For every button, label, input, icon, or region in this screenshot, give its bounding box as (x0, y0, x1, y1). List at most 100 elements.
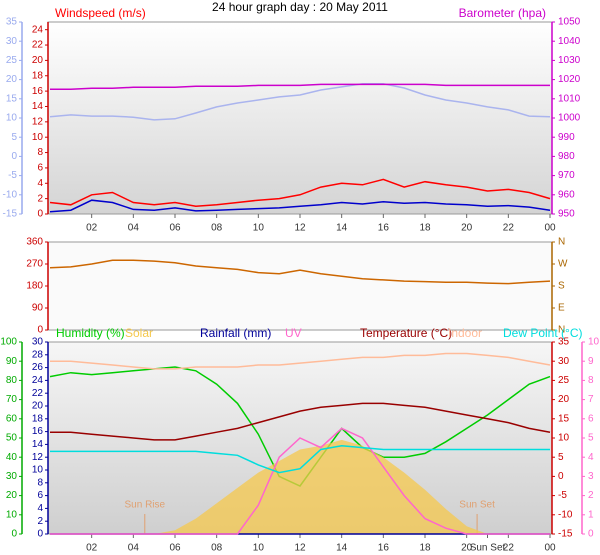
x-tick-label: 00 (544, 543, 556, 554)
plot-area (47, 241, 553, 331)
y-tick-label: 26 (32, 362, 44, 373)
y-tick-label: 24 (32, 24, 44, 35)
chart-title: 24 hour graph day : 20 May 2011 (212, 0, 388, 14)
area (50, 439, 550, 534)
y-tick-label: 14 (32, 439, 44, 450)
y-tick-label: 360 (26, 237, 43, 248)
x-tick-label: 06 (169, 543, 181, 554)
x-tick-label: 20 (461, 223, 473, 234)
y-tick-label: 22 (32, 40, 44, 51)
y-tick-label: 30 (32, 337, 44, 348)
y-tick-label: 0 (37, 209, 43, 220)
y-tick-label: 25 (558, 375, 570, 386)
y-tick-label: 2 (37, 193, 43, 204)
y-tick-label: 15 (558, 413, 570, 424)
y-tick-label: 12 (32, 116, 44, 127)
x-tick-label: 10 (253, 543, 265, 554)
y-tick-label: 0 (558, 471, 564, 482)
y-tick-label: 80 (6, 375, 18, 386)
y-tick-label: 40 (6, 452, 18, 463)
y-tick-label: 0 (11, 529, 17, 540)
y-tick-label: 0 (588, 529, 594, 540)
y-tick-label: 5 (588, 433, 594, 444)
x-tick-label: 08 (211, 223, 223, 234)
y-tick-label: N (558, 237, 565, 248)
y-tick-label: 28 (32, 349, 44, 360)
y-tick-label: 10 (32, 465, 44, 476)
x-tick-label: 22 (503, 543, 515, 554)
x-tick-label: 18 (419, 543, 431, 554)
y-tick-label: 24 (32, 375, 44, 386)
y-tick-label: 30 (6, 471, 18, 482)
legend-label: Rainfall (mm) (200, 326, 271, 340)
y-tick-label: 6 (588, 413, 594, 424)
y-tick-label: 20 (32, 55, 44, 66)
y-tick-label: 8 (588, 375, 594, 386)
x-tick-label: 12 (294, 223, 306, 234)
y-tick-label: 960 (558, 189, 575, 200)
y-tick-label: 7 (588, 394, 594, 405)
y-tick-label: 4 (37, 178, 43, 189)
legend-label: Humidity (%) (56, 326, 125, 340)
y-tick-label: 950 (558, 209, 575, 220)
y-tick-label: 25 (6, 55, 18, 66)
y-tick-label: 1000 (558, 113, 581, 124)
y-tick-label: 180 (26, 281, 43, 292)
x-tick-label: 10 (253, 223, 265, 234)
y-tick-label: 90 (32, 303, 44, 314)
y-tick-label: 980 (558, 151, 575, 162)
x-tick-label: Sun Set (470, 543, 506, 554)
y-tick-label: 8 (37, 147, 43, 158)
y-tick-label: 20 (6, 74, 18, 85)
x-tick-label: 22 (503, 223, 515, 234)
y-tick-label: 0 (37, 325, 43, 336)
y-tick-label: 20 (6, 490, 18, 501)
y-tick-label: 10 (558, 433, 570, 444)
line (49, 199, 551, 213)
y-tick-label: 1050 (558, 17, 581, 28)
y-tick-label: 100 (0, 337, 17, 348)
y-tick-label: 970 (558, 170, 575, 181)
x-tick-label: 04 (128, 223, 140, 234)
y-tick-label: 10 (6, 113, 18, 124)
x-tick-label: 00 (544, 223, 556, 234)
y-tick-label: 50 (6, 433, 18, 444)
legend-label: Indoor (448, 326, 482, 340)
y-tick-label: -5 (558, 490, 567, 501)
y-tick-label: -15 (3, 209, 18, 220)
y-tick-label: 4 (588, 452, 594, 463)
line (50, 402, 551, 441)
y-tick-label: 35 (6, 17, 18, 28)
y-tick-label: 6 (37, 490, 43, 501)
legend-label: Windspeed (m/s) (55, 6, 146, 20)
y-tick-label: 30 (558, 356, 570, 367)
y-tick-label: 5 (11, 132, 17, 143)
y-tick-label: W (558, 259, 568, 270)
y-tick-label: 8 (37, 477, 43, 488)
x-tick-label: 16 (378, 543, 390, 554)
y-tick-label: 1 (588, 509, 594, 520)
x-tick-label: 06 (169, 223, 181, 234)
y-tick-label: 70 (6, 394, 18, 405)
annotation: Sun Rise (125, 500, 166, 511)
y-tick-label: 15 (6, 93, 18, 104)
y-tick-label: N (558, 325, 565, 336)
y-tick-label: 20 (558, 394, 570, 405)
line (50, 427, 550, 535)
y-tick-label: 60 (6, 413, 18, 424)
y-tick-label: E (558, 303, 565, 314)
x-tick-label: 16 (378, 223, 390, 234)
y-tick-label: 2 (588, 490, 594, 501)
y-tick-label: 1020 (558, 74, 581, 85)
y-tick-label: 90 (6, 356, 18, 367)
y-tick-label: 22 (32, 388, 44, 399)
y-tick-label: 6 (37, 163, 43, 174)
y-tick-label: S (558, 281, 565, 292)
y-tick-label: -15 (558, 529, 573, 540)
y-tick-label: 3 (588, 471, 594, 482)
y-tick-label: 1010 (558, 93, 581, 104)
x-tick-label: 14 (336, 223, 348, 234)
line (49, 178, 551, 208)
y-tick-label: 0 (37, 529, 43, 540)
